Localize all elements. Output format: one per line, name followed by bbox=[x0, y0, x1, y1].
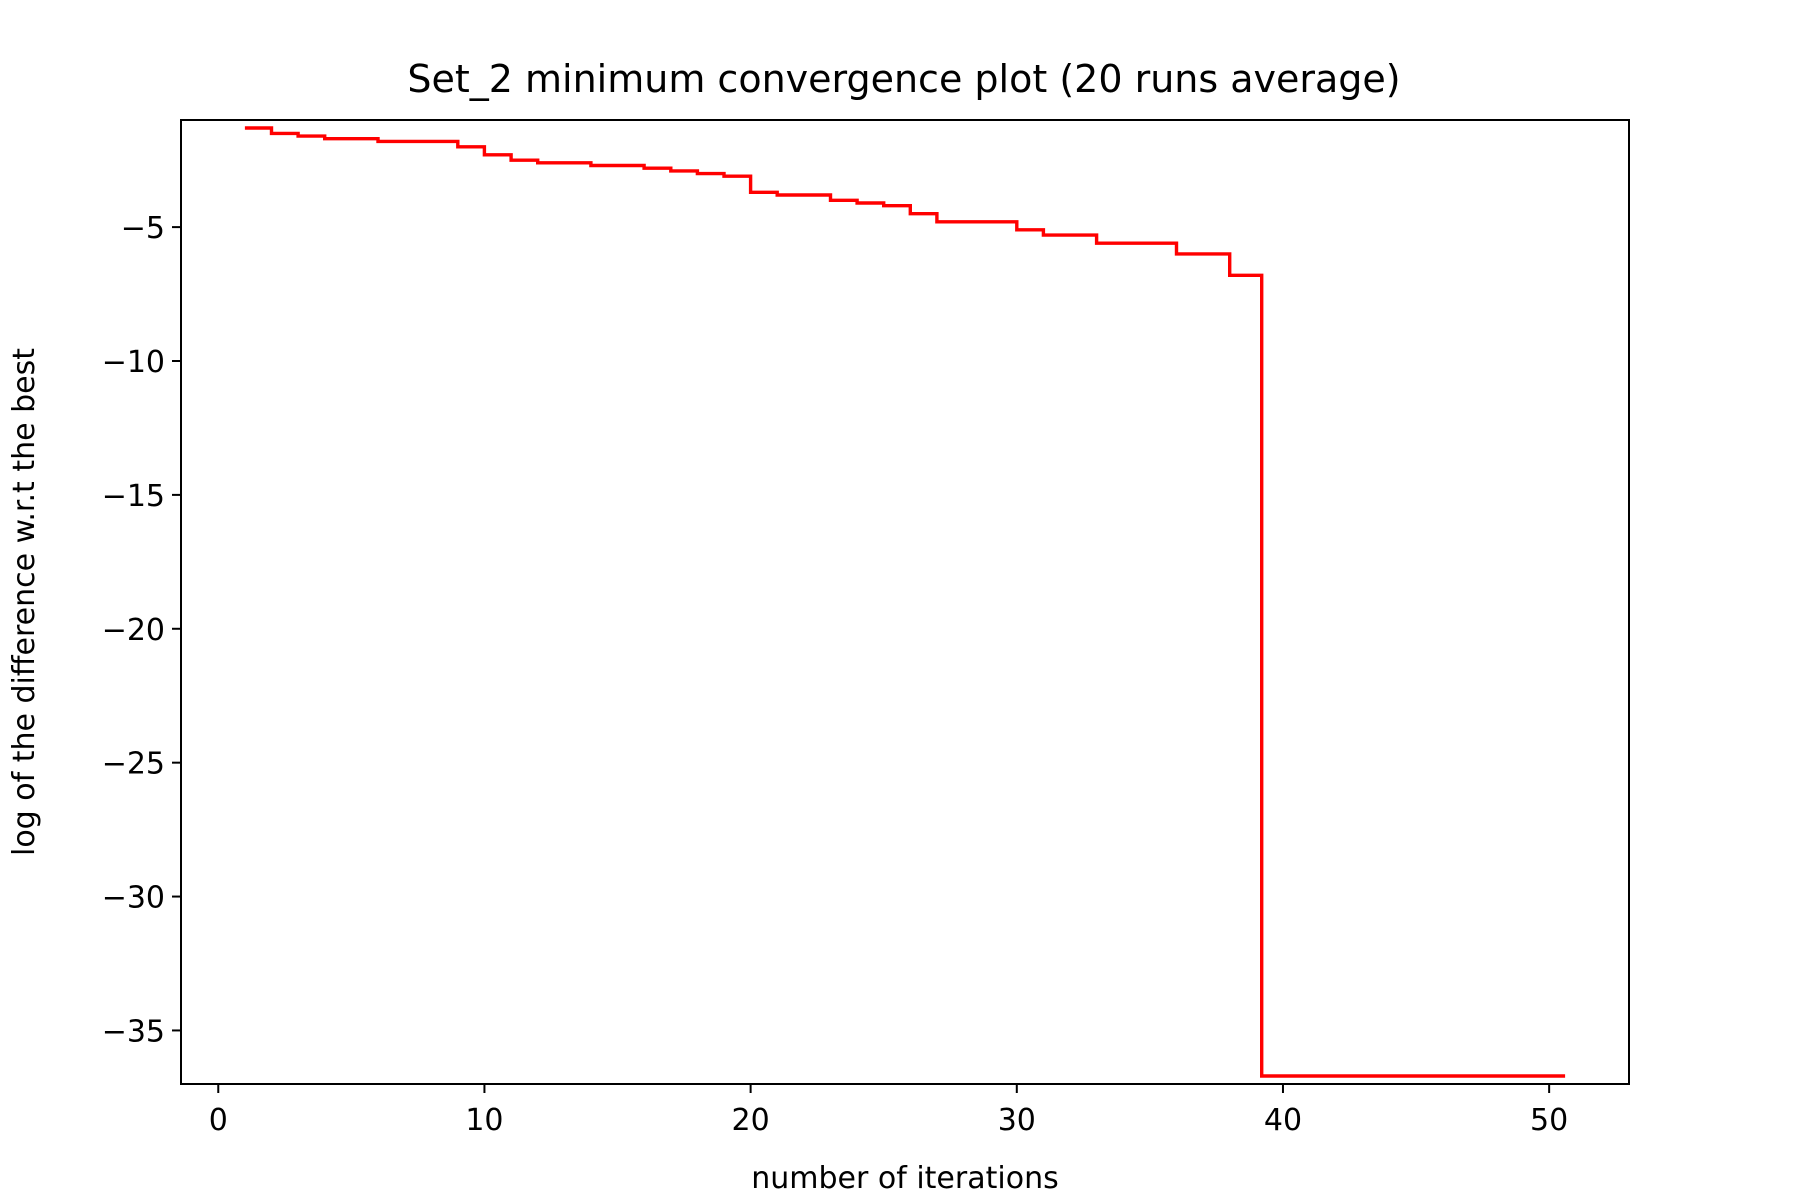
y-tick-label: −35 bbox=[102, 1014, 165, 1049]
y-tick-label: −20 bbox=[102, 613, 165, 648]
y-tick-label: −15 bbox=[102, 479, 165, 514]
y-tick-label: −30 bbox=[102, 881, 165, 916]
y-axis-label: log of the difference w.r.t the best bbox=[7, 348, 42, 856]
x-tick-label: 50 bbox=[1530, 1103, 1568, 1138]
y-tick-label: −10 bbox=[102, 345, 165, 380]
plot-series bbox=[244, 126, 1566, 1078]
x-axis-label: number of iterations bbox=[751, 1161, 1058, 1196]
x-axis-ticks: 0 10 20 30 40 50 bbox=[209, 1084, 1568, 1138]
x-tick-label: 40 bbox=[1264, 1103, 1302, 1138]
y-tick-label: −25 bbox=[102, 747, 165, 782]
x-tick-label: 20 bbox=[732, 1103, 770, 1138]
chart-title: Set_2 minimum convergence plot (20 runs … bbox=[407, 57, 1400, 101]
x-tick-label: 10 bbox=[465, 1103, 503, 1138]
plot-frame bbox=[180, 119, 1630, 1085]
x-tick-label: 0 bbox=[209, 1103, 228, 1138]
y-tick-label: −5 bbox=[121, 211, 165, 246]
series-line bbox=[244, 126, 1566, 1078]
y-axis-ticks: −5 −10 −15 −20 −25 −30 −35 bbox=[102, 211, 181, 1049]
x-tick-label: 30 bbox=[998, 1103, 1036, 1138]
